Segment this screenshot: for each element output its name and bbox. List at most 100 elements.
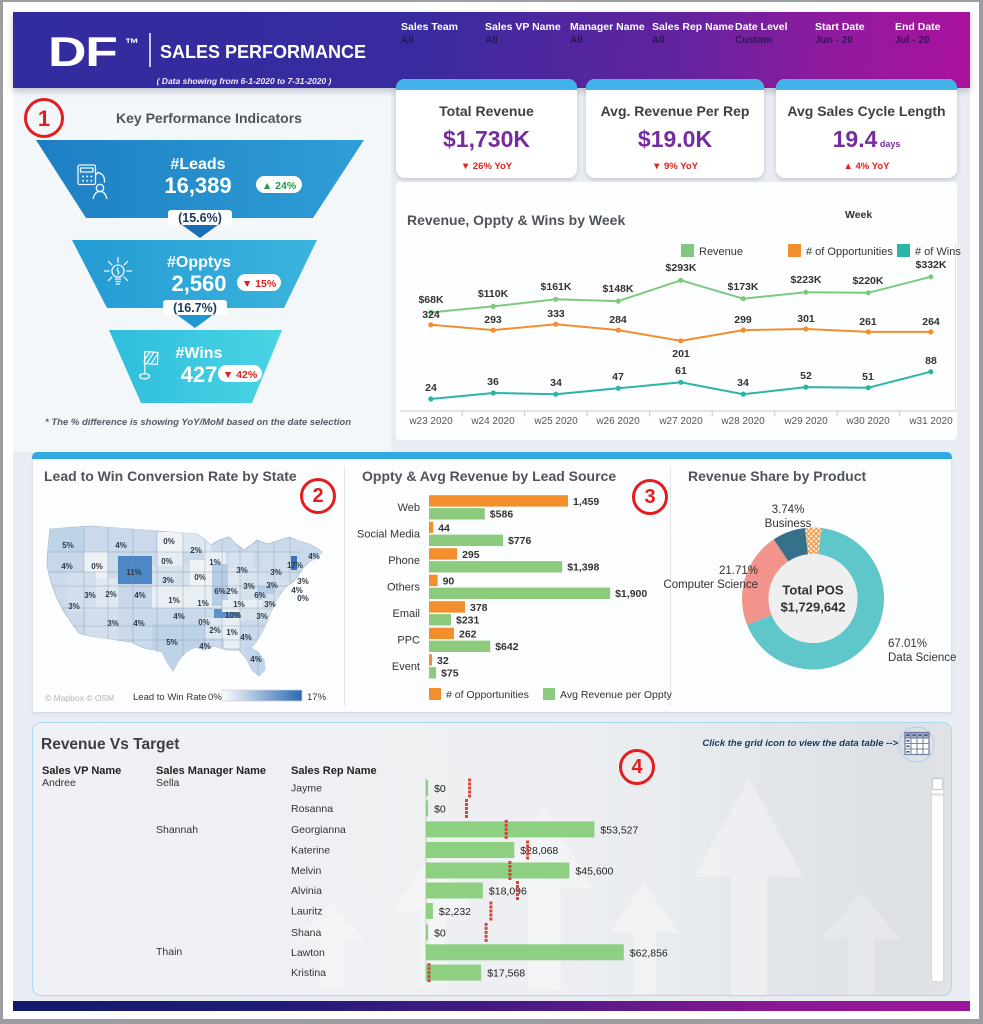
svg-text:w31 2020: w31 2020 [908, 416, 953, 427]
svg-text:5%: 5% [166, 638, 178, 647]
svg-text:Lead to Win Rate: Lead to Win Rate [133, 692, 206, 703]
svg-text:4%: 4% [61, 562, 73, 571]
svg-text:Jayme: Jayme [291, 783, 322, 795]
svg-text:Total POS: Total POS [782, 583, 843, 598]
svg-text:67.01%: 67.01% [888, 638, 927, 650]
svg-text:Melvin: Melvin [291, 865, 322, 877]
svg-text:2%: 2% [190, 546, 202, 555]
svg-text:Rosanna: Rosanna [291, 803, 333, 815]
svg-text:17%: 17% [287, 561, 303, 570]
svg-text:3%: 3% [264, 600, 276, 609]
svg-text:3%: 3% [270, 568, 282, 577]
svg-text:Kristina: Kristina [291, 967, 326, 979]
svg-text:2%: 2% [226, 587, 238, 596]
svg-text:4%: 4% [134, 591, 146, 600]
svg-text:$161K: $161K [541, 281, 572, 293]
svg-text:34: 34 [550, 377, 562, 389]
svg-text:$68K: $68K [418, 294, 444, 306]
svg-text:4%: 4% [240, 633, 252, 642]
svg-text:0%: 0% [208, 692, 222, 703]
svg-text:Katerine: Katerine [291, 845, 330, 857]
svg-text:Lawton: Lawton [291, 947, 325, 959]
svg-text:Data Science: Data Science [888, 652, 956, 664]
svg-text:Business: Business [765, 518, 812, 530]
svg-text:$45,600: $45,600 [575, 866, 613, 878]
svg-text:2%: 2% [105, 590, 117, 599]
svg-text:6%: 6% [214, 587, 226, 596]
svg-text:3%: 3% [68, 602, 80, 611]
svg-text:4%: 4% [133, 619, 145, 628]
svg-text:4%: 4% [308, 552, 320, 561]
svg-text:Web: Web [398, 502, 420, 514]
svg-text:Revenue: Revenue [699, 246, 743, 258]
svg-text:4%: 4% [291, 586, 303, 595]
svg-text:$293K: $293K [666, 262, 697, 274]
svg-text:299: 299 [734, 314, 752, 326]
svg-text:324: 324 [422, 309, 440, 321]
svg-text:3%: 3% [256, 612, 268, 621]
svg-text:44: 44 [438, 522, 450, 534]
svg-text:$0: $0 [434, 927, 446, 939]
svg-text:$586: $586 [490, 509, 514, 521]
svg-text:$17,568: $17,568 [487, 968, 525, 980]
svg-text:32: 32 [437, 655, 449, 667]
svg-text:51: 51 [862, 371, 874, 383]
svg-text:262: 262 [459, 628, 477, 640]
svg-text:# of Opportunities: # of Opportunities [446, 689, 529, 701]
svg-text:PPC: PPC [397, 634, 420, 646]
svg-text:$231: $231 [456, 615, 480, 627]
svg-text:Email: Email [392, 608, 420, 620]
svg-text:Others: Others [387, 581, 421, 593]
svg-text:1%: 1% [209, 558, 221, 567]
svg-text:3%: 3% [297, 577, 309, 586]
svg-text:4%: 4% [199, 642, 211, 651]
svg-text:3%: 3% [107, 619, 119, 628]
svg-text:333: 333 [547, 308, 565, 320]
svg-text:5%: 5% [62, 541, 74, 550]
svg-text:11%: 11% [126, 568, 142, 577]
svg-text:w30 2020: w30 2020 [845, 416, 890, 427]
svg-text:378: 378 [470, 602, 488, 614]
svg-text:Phone: Phone [388, 555, 420, 567]
svg-text:1%: 1% [168, 596, 180, 605]
svg-text:$173K: $173K [728, 281, 759, 293]
svg-text:$0: $0 [434, 804, 446, 816]
svg-text:21.71%: 21.71% [719, 565, 758, 577]
svg-text:0%: 0% [163, 537, 175, 546]
svg-text:201: 201 [672, 348, 690, 360]
svg-text:0%: 0% [161, 557, 173, 566]
svg-text:$53,527: $53,527 [600, 824, 638, 836]
svg-text:Social Media: Social Media [357, 528, 421, 540]
svg-text:$28,068: $28,068 [520, 845, 558, 857]
svg-text:2%: 2% [209, 626, 221, 635]
svg-text:w23 2020: w23 2020 [408, 416, 453, 427]
svg-text:w24 2020: w24 2020 [470, 416, 515, 427]
svg-text:3%: 3% [243, 582, 255, 591]
svg-text:Event: Event [392, 661, 420, 673]
svg-text:w28 2020: w28 2020 [720, 416, 765, 427]
svg-text:24: 24 [425, 382, 437, 394]
svg-text:$62,856: $62,856 [630, 947, 668, 959]
svg-text:© Mapbox © OSM: © Mapbox © OSM [45, 693, 114, 703]
svg-text:295: 295 [462, 549, 480, 561]
svg-text:3%: 3% [84, 591, 96, 600]
svg-text:301: 301 [797, 313, 815, 325]
svg-text:$223K: $223K [791, 274, 822, 286]
svg-text:4%: 4% [250, 655, 262, 664]
svg-text:261: 261 [859, 316, 877, 328]
svg-text:Georgianna: Georgianna [291, 824, 346, 836]
svg-text:$1,729,642: $1,729,642 [780, 600, 845, 615]
svg-text:$220K: $220K [853, 275, 884, 287]
svg-text:Computer Science: Computer Science [663, 579, 758, 591]
svg-text:w27 2020: w27 2020 [658, 416, 703, 427]
svg-text:$75: $75 [441, 668, 459, 680]
svg-text:1%: 1% [226, 628, 238, 637]
svg-text:36: 36 [487, 376, 499, 388]
svg-text:0%: 0% [194, 573, 206, 582]
svg-text:293: 293 [484, 314, 502, 326]
svg-text:4%: 4% [173, 612, 185, 621]
svg-text:1,459: 1,459 [573, 496, 599, 508]
svg-text:Lauritz: Lauritz [291, 906, 323, 918]
svg-text:284: 284 [609, 314, 627, 326]
svg-text:w26 2020: w26 2020 [595, 416, 640, 427]
